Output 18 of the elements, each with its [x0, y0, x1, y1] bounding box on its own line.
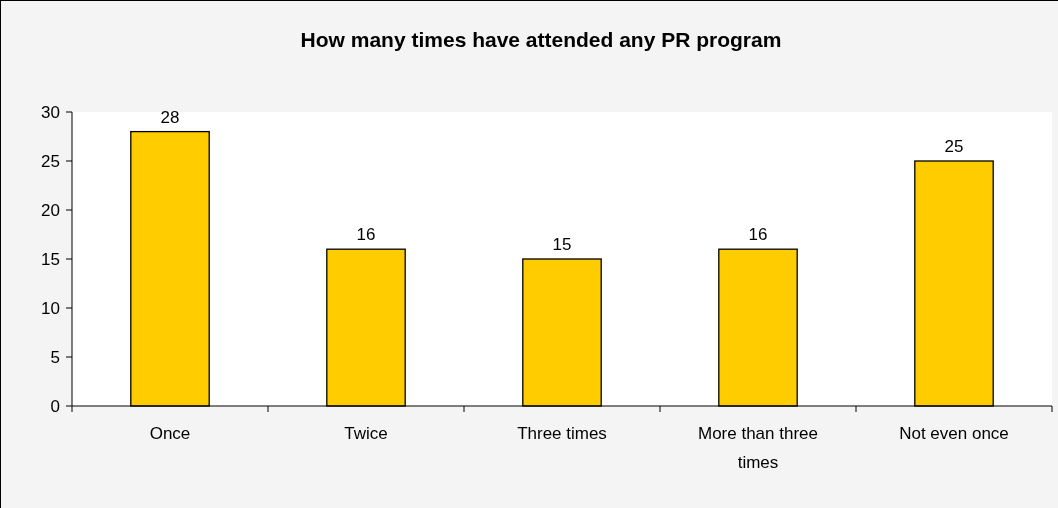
y-tick-label: 10 — [41, 298, 60, 318]
y-tick-label: 0 — [50, 396, 60, 416]
x-tick-label: Not even once — [899, 424, 1009, 443]
y-tick-label: 20 — [41, 200, 60, 220]
x-tick-label: More than three times — [697, 424, 819, 472]
x-tick-label: Twice — [344, 424, 388, 443]
x-tick-label: Once — [149, 424, 191, 443]
data-label: 25 — [944, 137, 964, 156]
x-tick-label: Three times — [517, 424, 607, 443]
chart-title: How many times have attended any PR program — [300, 28, 782, 51]
data-label: 16 — [748, 225, 768, 245]
data-label: 15 — [552, 235, 572, 254]
data-label: 16 — [356, 225, 376, 245]
y-tick-label: 5 — [50, 347, 60, 367]
y-tick-label: 15 — [41, 249, 60, 269]
data-label: 28 — [160, 107, 180, 127]
y-tick-label: 25 — [41, 151, 60, 171]
y-tick-label: 30 — [41, 102, 60, 122]
